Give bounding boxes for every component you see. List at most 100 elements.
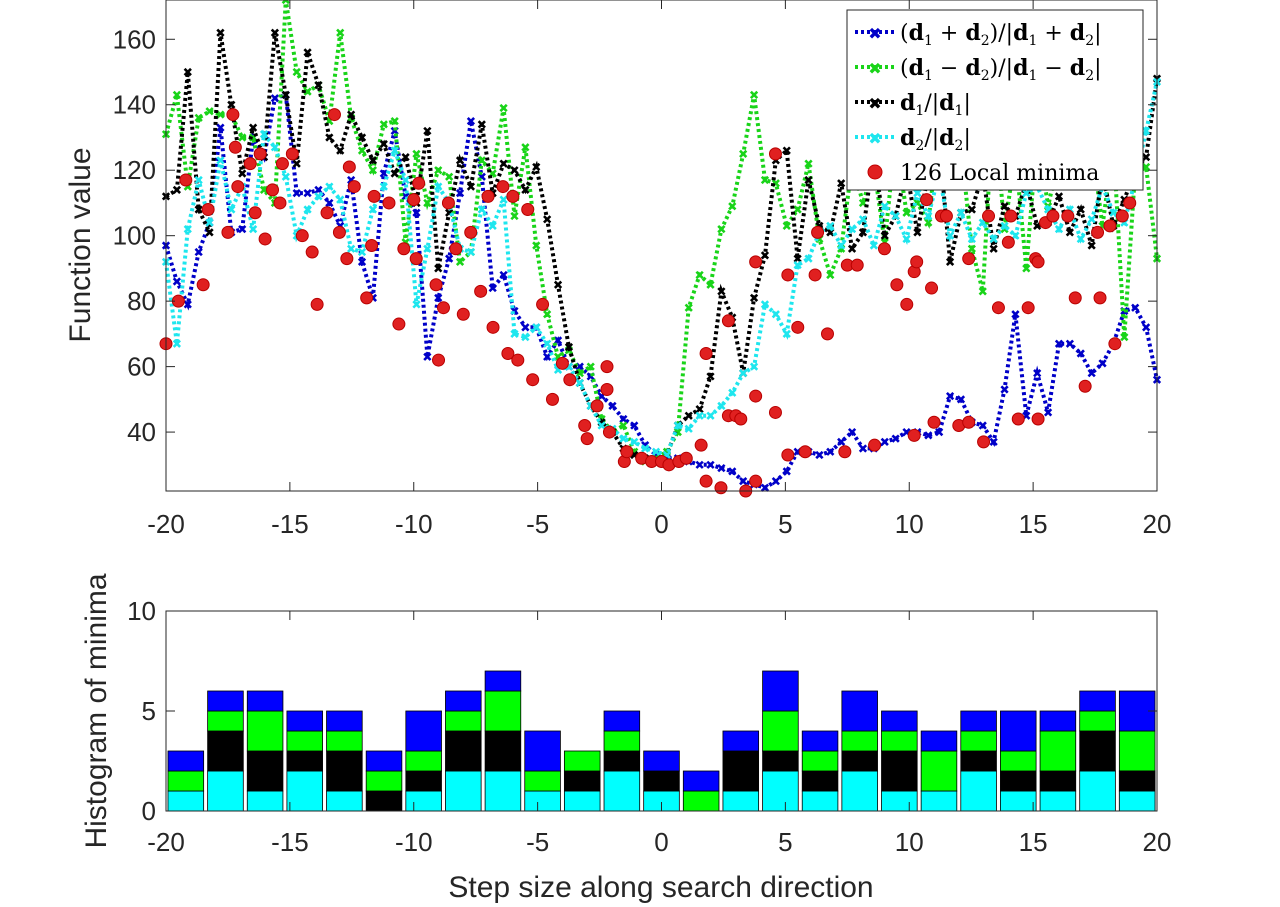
series-2-point bbox=[989, 244, 998, 253]
minimum-dot bbox=[877, 242, 891, 256]
minimum-dot bbox=[407, 193, 421, 207]
histogram-bar-segment bbox=[286, 770, 323, 812]
local-minimum-marker bbox=[436, 301, 450, 315]
minimum-dot bbox=[327, 108, 341, 122]
x-marker bbox=[684, 303, 693, 312]
series-2-point bbox=[227, 100, 236, 109]
series-2-point bbox=[336, 146, 345, 155]
histogram-bar-segment bbox=[445, 770, 482, 812]
series-3-point bbox=[368, 205, 378, 214]
series-2-point bbox=[1000, 202, 1009, 211]
x-marker bbox=[1131, 303, 1140, 312]
minimum-dot bbox=[890, 278, 904, 292]
local-minimum-marker bbox=[347, 180, 361, 194]
local-minimum-marker bbox=[340, 252, 354, 266]
x-marker bbox=[924, 431, 933, 440]
histogram-bar-segment bbox=[365, 790, 403, 812]
minimum-dot bbox=[749, 389, 763, 403]
series-0-point bbox=[216, 123, 225, 132]
local-minimum-marker bbox=[407, 193, 421, 207]
series-3-point bbox=[357, 247, 367, 257]
x-marker bbox=[913, 189, 922, 198]
minimum-dot bbox=[412, 176, 426, 190]
histogram-bar-segment bbox=[762, 750, 799, 772]
x-marker bbox=[1120, 333, 1129, 342]
x-marker bbox=[336, 146, 345, 155]
local-minimum-marker bbox=[367, 189, 381, 203]
histogram-bar-segment bbox=[841, 730, 878, 752]
local-minimum-marker bbox=[600, 360, 614, 374]
minimum-dot bbox=[699, 474, 713, 488]
series-2-point bbox=[314, 80, 323, 90]
x-marker bbox=[1065, 228, 1074, 237]
x-marker bbox=[379, 139, 388, 149]
series-3-point bbox=[1076, 234, 1085, 244]
x-marker bbox=[434, 166, 443, 175]
local-minimum-marker bbox=[201, 202, 215, 216]
series-2-point bbox=[347, 110, 356, 119]
x-tick-label: -20 bbox=[147, 509, 185, 539]
minimum-dot bbox=[231, 180, 245, 194]
series-1-point bbox=[695, 270, 704, 280]
x-marker bbox=[238, 169, 247, 178]
x-marker bbox=[760, 300, 770, 309]
histogram-bar-segment bbox=[1079, 770, 1116, 812]
series-2-point bbox=[837, 179, 846, 188]
x-marker bbox=[706, 372, 715, 381]
y-tick-label: 100 bbox=[113, 221, 156, 251]
minimum-dot bbox=[679, 451, 693, 465]
x-marker bbox=[510, 211, 519, 221]
x-marker bbox=[543, 215, 552, 224]
top-y-ticks: 40 60 80 100 120 140 160 bbox=[113, 24, 1157, 447]
minimum-dot bbox=[436, 301, 450, 315]
histogram-bar-segment bbox=[207, 690, 244, 712]
x-marker bbox=[205, 228, 214, 237]
x-marker bbox=[292, 189, 301, 198]
minimum-dot bbox=[295, 229, 309, 243]
x-marker bbox=[880, 202, 889, 211]
series-3-point bbox=[706, 411, 715, 420]
x-marker bbox=[597, 421, 606, 430]
local-minimum-marker bbox=[486, 320, 500, 334]
y-tick-label: 80 bbox=[127, 286, 156, 316]
local-minimum-marker bbox=[1046, 209, 1060, 223]
legend-entry-minima: 126 Local minima bbox=[867, 161, 1099, 186]
series-2-point bbox=[434, 264, 443, 273]
minimum-dot bbox=[511, 353, 525, 367]
histogram-bar-segment bbox=[881, 710, 918, 732]
legend-entry-d1: ✖ d1/|d1| bbox=[855, 90, 971, 119]
series-1-point bbox=[782, 221, 791, 230]
series-3-point bbox=[1109, 208, 1118, 217]
series-3-point bbox=[695, 411, 704, 420]
bottom-y-axis-label: Histogram of minima bbox=[80, 573, 113, 848]
x-marker bbox=[216, 110, 225, 119]
local-minimum-marker bbox=[820, 327, 834, 341]
x-marker bbox=[924, 211, 933, 221]
minimum-dot bbox=[397, 242, 411, 256]
x-marker bbox=[488, 221, 497, 230]
x-marker bbox=[913, 228, 922, 237]
series-3-point bbox=[1011, 231, 1020, 240]
histogram-bar-segment bbox=[1000, 750, 1037, 772]
x-tick-label: 20 bbox=[1143, 509, 1172, 539]
histogram-bar-segment bbox=[524, 770, 561, 792]
x-marker bbox=[303, 48, 312, 57]
series-1-point bbox=[445, 172, 454, 181]
legend-label-diff: (d1 − d2)/|d1 − d2| bbox=[900, 55, 1102, 84]
series-0-point bbox=[303, 189, 312, 198]
x-marker bbox=[586, 362, 595, 371]
local-minimum-marker bbox=[977, 435, 991, 449]
local-minimum-marker bbox=[920, 193, 934, 207]
minimum-dot bbox=[409, 252, 423, 266]
local-minimum-marker bbox=[925, 281, 939, 295]
minimum-dot bbox=[798, 445, 812, 459]
x-marker bbox=[194, 175, 203, 185]
histogram-bar-segment bbox=[167, 770, 205, 792]
x-tick-label: 10 bbox=[895, 827, 924, 857]
x-marker bbox=[1054, 339, 1064, 348]
histogram-bar-segment bbox=[246, 750, 284, 792]
x-marker bbox=[793, 261, 802, 270]
series-1-point bbox=[336, 28, 345, 37]
x-tick-label: 15 bbox=[1019, 827, 1048, 857]
x-marker bbox=[368, 166, 378, 175]
